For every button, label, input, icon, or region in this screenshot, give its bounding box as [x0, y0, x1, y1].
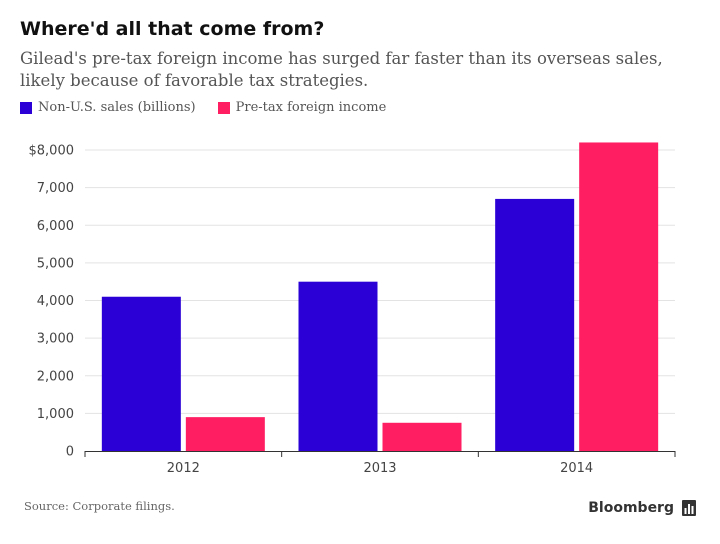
bars — [101, 142, 659, 451]
legend-swatch-pretax-income — [217, 101, 230, 114]
legend-swatch-non-us-sales — [20, 101, 32, 114]
y-tick-label: $8,000 — [29, 144, 75, 159]
brand-name: Bloomberg — [588, 500, 674, 516]
legend-label-non-us-sales: Non-U.S. sales (billions) — [38, 100, 196, 115]
brand-logo: Bloomberg — [588, 500, 696, 516]
x-tick-label: 2013 — [363, 461, 396, 476]
y-axis-ticks: 0 1,000 2,000 3,000 4,000 5,000 6,000 7,000 $8,0… — [29, 144, 75, 460]
y-tick-label: 1,000 — [37, 407, 74, 422]
y-tick-label: 0 — [66, 445, 74, 460]
gridlines — [85, 149, 675, 414]
y-tick-label: 4,000 — [37, 294, 74, 309]
y-tick-label: 3,000 — [37, 332, 74, 347]
x-tick-label: 2012 — [167, 461, 200, 476]
bar-pretax-income-2012 — [185, 417, 265, 451]
y-tick-label: 5,000 — [37, 256, 74, 271]
x-axis: 2012 2013 2014 — [84, 451, 676, 476]
bloomberg-chart-icon — [682, 500, 696, 516]
chart-title: Where'd all that come from? — [20, 18, 325, 40]
bar-non-us-sales-2012 — [101, 296, 181, 451]
bar-non-us-sales-2013 — [298, 281, 378, 451]
bar-pretax-income-2013 — [382, 422, 462, 451]
legend-label-pretax-income: Pre-tax foreign income — [235, 100, 387, 115]
y-tick-label: 2,000 — [37, 369, 74, 384]
y-tick-label: 6,000 — [37, 219, 74, 234]
y-tick-label: 7,000 — [37, 181, 74, 196]
chart-subtitle: Gilead's pre-tax foreign income has surg… — [20, 49, 663, 90]
x-tick-label: 2014 — [560, 461, 593, 476]
bar-non-us-sales-2014 — [495, 198, 575, 451]
legend-item-pretax-income: Pre-tax foreign income — [217, 100, 387, 115]
legend: Non-U.S. sales (billions) Pre-tax foreig… — [20, 100, 408, 115]
bar-pretax-income-2014 — [579, 142, 659, 451]
legend-item-non-us-sales: Non-U.S. sales (billions) — [20, 100, 196, 115]
source-note: Source: Corporate filings. — [24, 499, 175, 513]
